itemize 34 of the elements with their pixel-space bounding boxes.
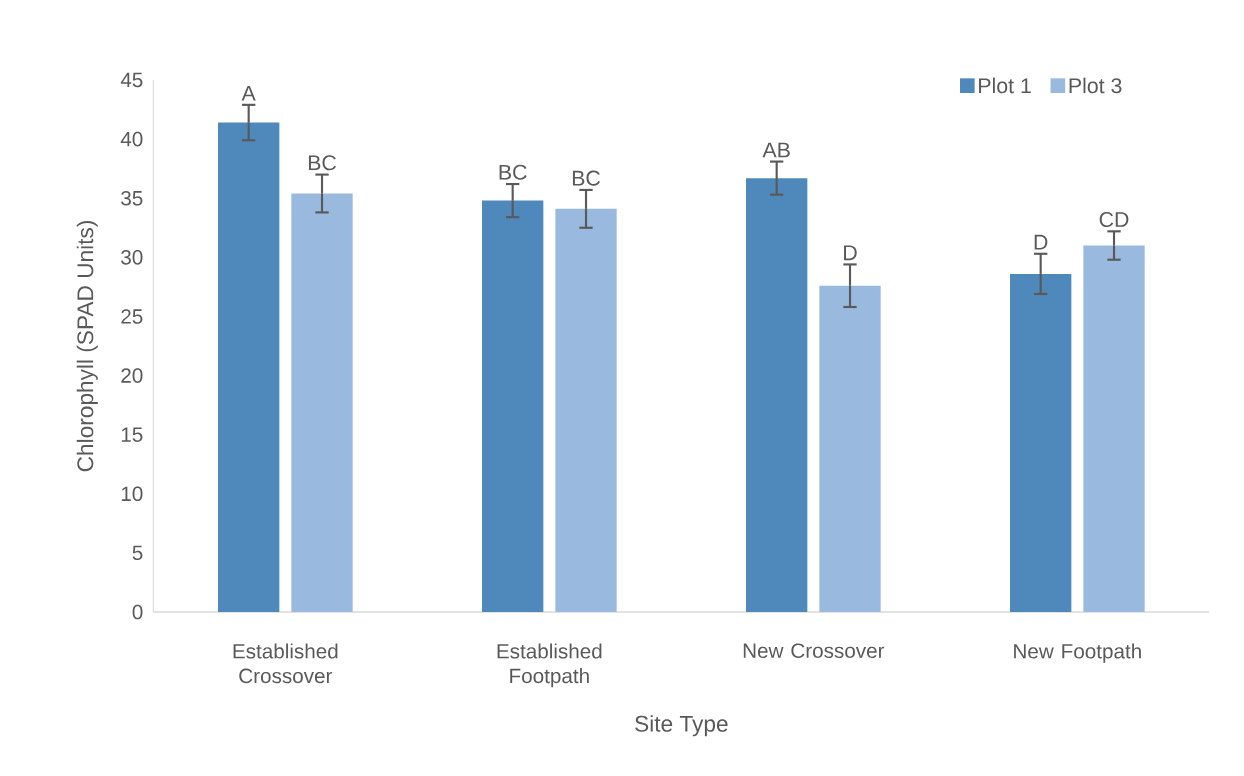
annotation: D — [1034, 234, 1048, 250]
annotation: AB — [762, 142, 790, 158]
annotation: BC — [572, 170, 601, 186]
bar — [218, 122, 280, 612]
y-tick-label: 15 — [121, 427, 143, 442]
bar — [555, 208, 617, 612]
legend-label: Plot 1 — [979, 77, 1031, 94]
annotation: BC — [499, 164, 527, 180]
annotation: CD — [1099, 211, 1129, 228]
legend-label: Plot 3 — [1069, 77, 1122, 94]
y-tick-label: 5 — [132, 545, 143, 561]
x-tick-label: Established Crossover — [233, 643, 338, 684]
y-axis-title: Chlorophyll (SPAD Units) — [76, 221, 98, 472]
y-tick-label: 0 — [132, 604, 143, 620]
bar — [746, 178, 808, 612]
bar — [1010, 273, 1072, 612]
y-tick-label: 30 — [121, 250, 143, 265]
x-tick-label: New Crossover — [743, 643, 885, 659]
x-tick-label: New Footpath — [1014, 643, 1141, 663]
annotation: BC — [308, 155, 337, 171]
y-tick-label: 25 — [121, 309, 143, 324]
y-tick-label: 45 — [120, 72, 143, 88]
annotation: D — [844, 245, 857, 261]
annotation: A — [241, 85, 256, 101]
y-tick-label: 10 — [121, 486, 143, 502]
x-tick-label: Established Footpath — [497, 643, 602, 688]
bar — [1083, 245, 1145, 612]
bar — [482, 200, 544, 612]
bar — [291, 193, 353, 612]
y-tick-label: 35 — [121, 190, 143, 206]
y-tick-label: 20 — [121, 368, 143, 383]
y-tick-label: 40 — [120, 131, 143, 147]
bar — [819, 285, 881, 612]
x-axis-title: Site Type — [635, 715, 728, 737]
